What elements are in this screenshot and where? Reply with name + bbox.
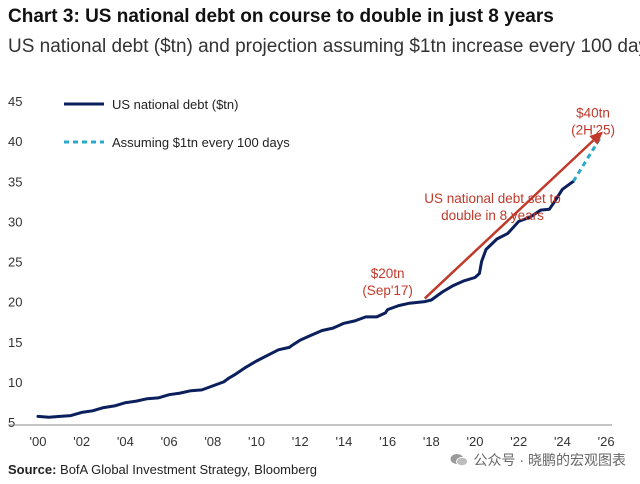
y-tick-label: 40 [8, 134, 22, 149]
arrow-layer [423, 131, 603, 300]
annotation-text: $40tn [576, 106, 610, 121]
y-tick-label: 10 [8, 375, 22, 390]
x-tick-label: '12 [292, 434, 309, 449]
y-tick-label: 15 [8, 335, 22, 350]
y-tick-label: 30 [8, 214, 22, 229]
y-tick-label: 45 [8, 94, 22, 109]
y-tick-label: 20 [8, 295, 22, 310]
series-layer [36, 136, 602, 419]
x-tick-label: '04 [117, 434, 134, 449]
annotation-text: US national debt set to [424, 191, 561, 206]
x-tick-label: '16 [379, 434, 396, 449]
y-tick-label: 25 [8, 255, 22, 270]
x-tick-label: '00 [30, 434, 47, 449]
chart-subtitle: US national debt ($tn) and projection as… [8, 36, 640, 57]
annotation-text: (2H'25) [571, 123, 615, 138]
x-tick-label: '14 [335, 434, 352, 449]
wechat-icon [450, 454, 468, 467]
watermark: 公众号 · 晓鹏的宏观图表 [450, 450, 626, 470]
chart-title: Chart 3: US national debt on course to d… [8, 6, 554, 27]
source-note: Source: BofA Global Investment Strategy,… [8, 462, 317, 477]
annotation-text: double in 8 years [441, 208, 544, 223]
x-tick-label: '10 [248, 434, 265, 449]
annotation-text: $20tn [371, 266, 405, 281]
x-tick-label: '22 [510, 434, 527, 449]
x-tick-label: '08 [204, 434, 221, 449]
doubling-arrow-head [589, 131, 603, 145]
annotation-text: (Sep'17) [362, 283, 413, 298]
x-tick-label: '02 [73, 434, 90, 449]
legend: US national debt ($tn) Assuming $1tn ever… [64, 97, 290, 150]
source-text: BofA Global Investment Strategy, Bloombe… [56, 462, 318, 477]
annotation-layer: $20tn (Sep'17) $40tn (2H'25) US national deb… [362, 106, 615, 298]
x-tick-label: '06 [161, 434, 178, 449]
doubling-arrow-shaft [423, 139, 595, 300]
x-tick-label: '26 [598, 434, 615, 449]
debt-series-line [36, 179, 575, 419]
x-axis-ticks: '00 '02 '04 '06 '08 '10 '12 '14 '16 '18 '20 '22 '24 '… [30, 434, 615, 449]
y-tick-label: 35 [8, 174, 22, 189]
watermark-text: 公众号 · 晓鹏的宏观图表 [473, 452, 626, 468]
y-tick-label: 5 [8, 415, 15, 430]
y-axis-ticks: 5 10 15 20 25 30 35 40 45 [8, 94, 22, 430]
legend-label: US national debt ($tn) [112, 97, 238, 112]
x-tick-label: '24 [554, 434, 571, 449]
x-tick-label: '18 [423, 434, 440, 449]
source-label: Source: [8, 462, 57, 477]
legend-label: Assuming $1tn every 100 days [112, 135, 290, 150]
x-tick-label: '20 [467, 434, 484, 449]
